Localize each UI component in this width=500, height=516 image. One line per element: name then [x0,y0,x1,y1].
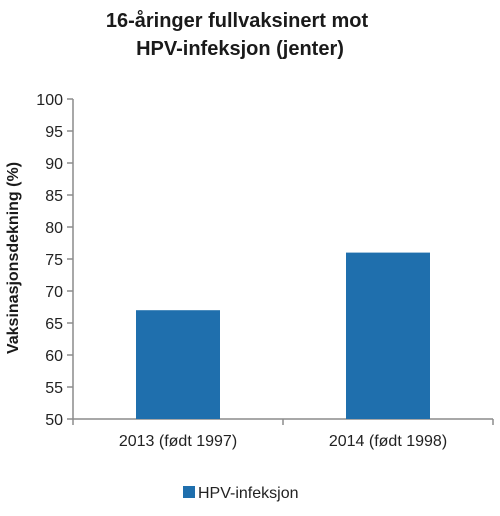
y-tick-label: 95 [45,124,63,141]
legend: HPV-infeksjon [183,485,299,502]
y-tick-label: 90 [45,156,63,173]
legend-swatch-hpv [183,486,195,498]
y-tick-label: 100 [36,92,63,109]
legend-label-hpv: HPV-infeksjon [198,485,299,502]
x-tick-label: 2014 (født 1998) [329,433,447,450]
plot-area: 50 55 60 65 70 75 80 85 90 95 100 2013 (født 1997) 2… [36,92,494,450]
bar-2 [346,252,430,419]
y-tick-label: 70 [45,284,63,301]
y-tick-label: 50 [45,412,63,429]
chart-title-line-1: 16-åringer fullvaksinert mot [106,9,369,32]
y-tick-label: 85 [45,188,63,205]
chart-title-line-2: HPV-infeksjon (jenter) [136,38,344,60]
y-tick-label: 80 [45,220,63,237]
y-axis-label: Vaksinasjonsdekning (%) [5,162,22,354]
y-tick-label: 65 [45,316,63,333]
x-tick-label: 2013 (født 1997) [119,433,237,450]
y-tick-label: 55 [45,380,63,397]
bar-1 [136,310,220,419]
y-tick-label: 60 [45,348,63,365]
y-tick-label: 75 [45,252,63,269]
